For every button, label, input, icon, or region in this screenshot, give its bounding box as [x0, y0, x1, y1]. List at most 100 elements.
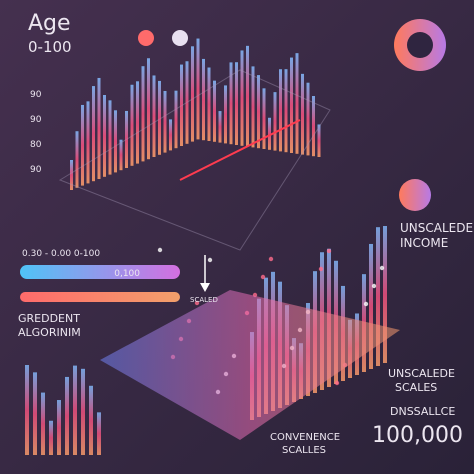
right-label: UNSCALEDE — [400, 221, 473, 235]
donut-hole — [407, 32, 433, 58]
decor-dot — [334, 380, 340, 386]
decor-bar — [229, 62, 233, 145]
decor-dot — [194, 300, 200, 306]
gradient-label: ALGORINIM — [18, 326, 81, 339]
decor-bar — [202, 58, 205, 141]
decor-bar — [152, 75, 156, 157]
ridge-line — [179, 119, 301, 181]
decor-bar — [119, 139, 123, 171]
decor-bar — [268, 117, 271, 150]
decor-bar — [196, 38, 200, 140]
arrow-label: SCALED — [190, 296, 218, 304]
decor-bar — [290, 57, 293, 153]
decor-bar — [49, 420, 53, 455]
decor-bar — [317, 124, 321, 157]
right-label: UNSCALEDE — [388, 367, 455, 380]
title: Age — [28, 11, 71, 36]
decor-dot — [318, 266, 324, 272]
decor-bar — [141, 66, 145, 162]
decor-bar — [207, 67, 211, 141]
bottom-surface — [100, 290, 400, 440]
decor-bar — [73, 365, 77, 455]
decor-bar — [174, 90, 178, 149]
arrow-head — [200, 283, 210, 292]
decor-bar — [279, 69, 282, 152]
decor-bar — [312, 96, 315, 157]
decor-dot — [326, 248, 332, 254]
axis-label: 90 — [30, 165, 42, 175]
decor-bar — [284, 69, 288, 153]
decor-bar — [191, 46, 194, 142]
decor-bar — [213, 80, 216, 142]
decor-dot — [260, 274, 266, 280]
decor-bar — [136, 81, 139, 164]
range-text: 0.30 - 0.00 0-100 — [22, 249, 100, 259]
axis-label: 90 — [30, 90, 42, 100]
decor-bar — [65, 376, 69, 455]
decor-bar — [246, 45, 249, 147]
decor-dot — [157, 247, 163, 253]
decor-dot — [268, 256, 274, 262]
decor-dot — [207, 257, 213, 263]
slider — [20, 292, 180, 302]
right-label: SCALES — [395, 381, 437, 394]
decor-bar — [295, 53, 299, 154]
axis-label: 90 — [30, 115, 42, 125]
slider-label: 0,100 — [114, 269, 140, 279]
axis-label: 80 — [30, 140, 42, 150]
decor-bar — [103, 95, 106, 177]
decor-bar — [108, 100, 112, 175]
right-label: INCOME — [400, 236, 448, 250]
decor-bar — [97, 77, 101, 179]
decor-bar — [224, 85, 227, 144]
decor-bar — [169, 119, 172, 151]
decor-bar — [125, 110, 128, 168]
decor-bar — [306, 82, 310, 156]
decor-dot — [371, 283, 377, 289]
decor-bar — [273, 92, 277, 151]
decor-bar — [376, 227, 380, 366]
right-label: DNSSALLCE — [390, 405, 455, 418]
decor-bar — [218, 111, 222, 143]
decor-bar — [158, 80, 161, 155]
dot-icon — [138, 30, 154, 46]
decor-bar — [240, 50, 244, 146]
gradient-label: GREDDENT — [18, 312, 80, 325]
top-grid — [58, 69, 331, 251]
decor-bar — [114, 110, 117, 173]
decor-bar — [89, 385, 93, 455]
decor-bar — [163, 90, 167, 153]
decor-bar — [25, 365, 29, 455]
decor-bar — [262, 88, 266, 149]
decor-dot — [379, 265, 385, 271]
decor-bar — [369, 243, 373, 369]
pie-icon — [399, 179, 431, 211]
range: 0-100 — [28, 38, 72, 56]
decor-bar — [81, 104, 84, 186]
decor-bar — [70, 160, 73, 190]
decor-bar — [383, 226, 387, 363]
decor-bar — [57, 400, 61, 455]
slider — [20, 265, 180, 279]
decor-bar — [41, 392, 45, 455]
decor-bar — [301, 73, 304, 155]
bottom-label: CONVENENCE — [270, 432, 340, 443]
decor-bar — [130, 84, 134, 166]
decor-bar — [257, 75, 260, 149]
decor-bar — [180, 64, 183, 146]
decor-bar — [75, 131, 79, 188]
big-value: 100,000 — [372, 423, 463, 448]
dot-icon — [172, 30, 188, 46]
decor-bar — [97, 412, 101, 455]
bottom-label: SCALLES — [282, 445, 326, 456]
decor-bar — [81, 368, 85, 455]
decor-bar — [235, 62, 238, 145]
decor-bar — [92, 86, 95, 182]
decor-bar — [147, 58, 150, 160]
decor-bar — [251, 66, 255, 148]
decor-bar — [86, 101, 90, 184]
decor-bar — [33, 372, 37, 455]
decor-bar — [185, 61, 189, 144]
decor-dot — [363, 301, 369, 307]
